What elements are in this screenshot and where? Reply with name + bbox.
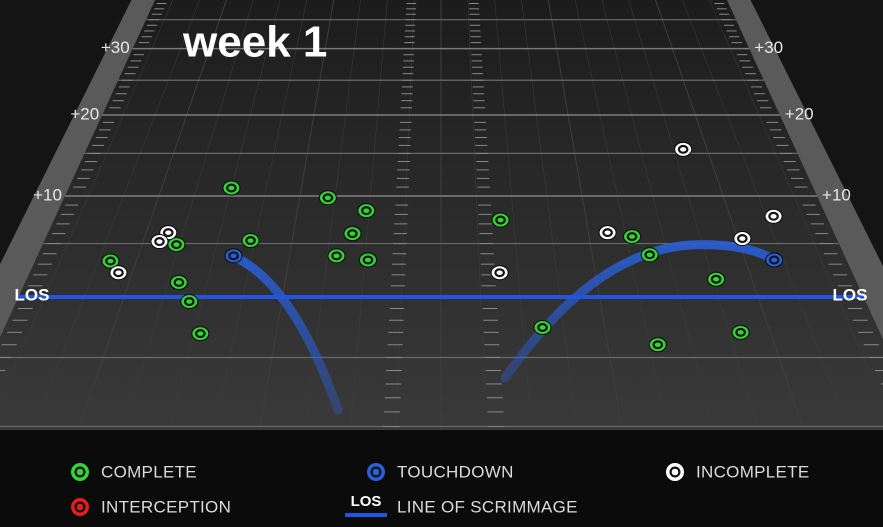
pass-marker (537, 322, 548, 332)
pass-marker (362, 255, 374, 265)
grid-line-vertical (494, 0, 533, 434)
legend-icon-dot (671, 468, 679, 476)
chart-title: week 1 (182, 18, 327, 67)
pass-marker (602, 228, 613, 238)
pass-marker (228, 251, 239, 261)
y-tick-label: +10 (822, 185, 851, 204)
pass-marker (768, 255, 780, 265)
pass-marker (361, 206, 372, 216)
legend-icon-dot (76, 503, 84, 511)
pass-marker (494, 268, 505, 278)
y-tick-label: +30 (754, 38, 783, 57)
legend-los-icon: LOS (351, 493, 382, 510)
pass-marker (652, 340, 664, 350)
legend-label: INCOMPLETE (696, 462, 810, 481)
pass-marker (105, 256, 116, 266)
grid-line-vertical (521, 0, 578, 434)
legend-icon-dot (76, 468, 84, 476)
legend-background (0, 430, 883, 527)
pass-marker (331, 251, 342, 261)
grid-line-vertical (574, 0, 669, 434)
pass-trail (228, 251, 343, 415)
legend-label: INTERCEPTION (101, 497, 231, 516)
axis: LOS LOS +10 +10 +20 +20 +30 +30 (15, 38, 868, 304)
grid-line-vertical (30, 0, 200, 434)
legend-icon-dot (372, 468, 380, 476)
pass-marker (626, 232, 638, 242)
grid-line-vertical (628, 0, 760, 434)
grid-line-vertical (76, 0, 227, 435)
pass-marker (322, 193, 334, 203)
pass-marker (677, 144, 689, 154)
pass-marker (154, 237, 165, 247)
pass-marker (347, 229, 358, 239)
pass-marker (768, 211, 779, 221)
legend-label: TOUCHDOWN (397, 462, 514, 481)
grid-line-vertical (0, 0, 174, 402)
grid-line-vertical (395, 0, 415, 434)
grid-line-vertical (655, 0, 806, 435)
pass-marker (171, 240, 182, 250)
grid-line-vertical (122, 0, 254, 434)
field (0, 0, 883, 435)
sideline (726, 0, 883, 340)
y-tick-label: LOS (832, 285, 867, 304)
pass-marker (195, 329, 206, 339)
y-tick-label: +20 (785, 104, 814, 123)
pass-marker (245, 236, 256, 246)
pass-marker (162, 228, 174, 238)
y-tick-label: +30 (101, 38, 130, 57)
grid-line-vertical (258, 0, 335, 434)
legend-label: COMPLETE (101, 462, 197, 481)
pass-marker (710, 274, 722, 284)
legend-label: LINE OF SCRIMMAGE (397, 497, 578, 516)
y-tick-label: LOS (15, 285, 50, 304)
y-tick-label: +20 (70, 104, 99, 123)
grid-line-vertical (467, 0, 487, 434)
pass-marker (495, 215, 506, 225)
grid-line-vertical (708, 0, 883, 404)
pass-marker (644, 250, 656, 260)
grid-line-vertical (167, 0, 281, 434)
pass-marker (173, 277, 185, 287)
pass-marker (737, 234, 748, 244)
pass-marker (226, 183, 237, 193)
plot (101, 141, 784, 353)
y-tick-label: +10 (33, 185, 62, 204)
pass-marker (113, 268, 124, 278)
grid-line-vertical (601, 0, 715, 434)
grid-line-vertical (213, 0, 308, 434)
legend: COMPLETE TOUCHDOWN INCOMPLETE INTERCEPTION L… (71, 462, 810, 517)
sideline (0, 0, 156, 338)
pass-marker (735, 327, 746, 337)
grid-line-vertical (547, 0, 624, 434)
pass-marker (183, 297, 195, 307)
